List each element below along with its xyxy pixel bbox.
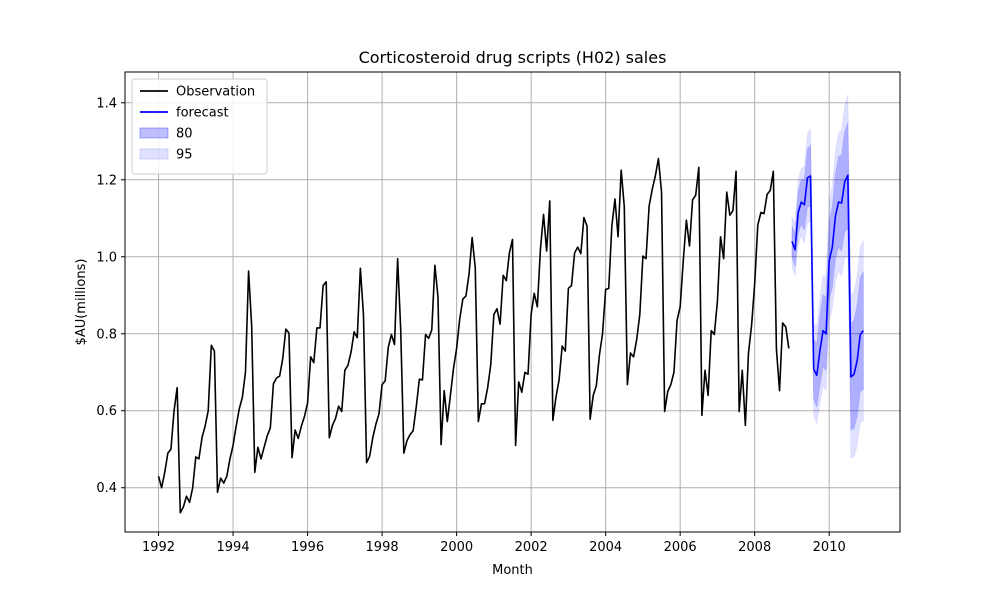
y-tick-label: 1.2	[96, 173, 117, 188]
legend-label: forecast	[176, 106, 229, 121]
x-tick-label: 1996	[291, 540, 324, 555]
forecast-band-95	[791, 94, 864, 459]
x-tick-label: 2000	[440, 540, 473, 555]
forecast-line	[791, 174, 864, 378]
x-tick-label: 1998	[366, 540, 399, 555]
y-tick-label: 1.0	[96, 250, 117, 265]
y-axis-label: $AU(millions)	[74, 259, 89, 346]
band-95-layer	[791, 94, 864, 459]
x-tick-label: 2002	[515, 540, 548, 555]
x-tick-label: 1994	[217, 540, 250, 555]
x-tick-label: 2006	[664, 540, 697, 555]
forecast-band-80	[791, 122, 864, 431]
y-tick-label: 0.6	[96, 404, 117, 419]
x-tick-label: 2004	[589, 540, 622, 555]
legend-swatch-80	[139, 127, 169, 139]
x-axis-label: Month	[492, 563, 533, 578]
legend-label: 95	[176, 148, 193, 163]
legend-swatch-95	[139, 148, 169, 160]
legend: Observation forecast 80 95	[131, 78, 268, 175]
band-80-layer	[791, 122, 864, 431]
plot-frame	[124, 71, 901, 533]
x-tick-label: 1992	[142, 540, 175, 555]
legend-label: 80	[176, 127, 193, 142]
series-layer	[157, 157, 864, 514]
legend-box	[131, 78, 268, 175]
ticks-layer: 1992 1994 1996 1998 2000 2002 2004 2006 2008 2010…	[96, 96, 845, 555]
observation-line	[157, 157, 790, 514]
y-tick-label: 1.4	[96, 96, 117, 111]
y-tick-label: 0.8	[96, 327, 117, 342]
x-tick-label: 2008	[738, 540, 771, 555]
chart-title: Corticosteroid drug scripts (H02) sales	[359, 48, 667, 67]
x-tick-label: 2010	[813, 540, 846, 555]
y-tick-label: 0.4	[96, 481, 117, 496]
legend-label: Observation	[176, 85, 255, 100]
